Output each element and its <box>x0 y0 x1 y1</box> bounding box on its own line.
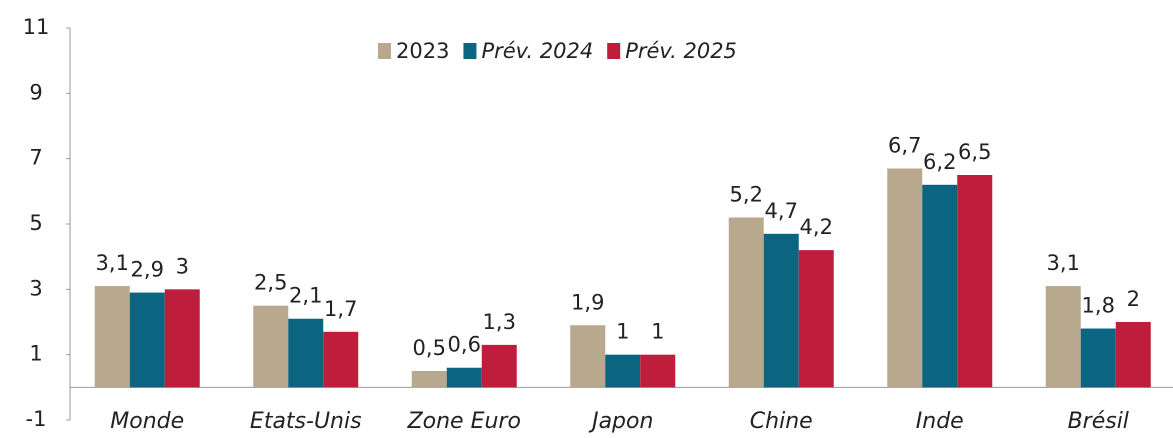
bar <box>957 175 993 388</box>
bar <box>446 367 482 388</box>
bar <box>164 289 200 388</box>
legend-swatch <box>378 43 391 59</box>
data-label: 0,6 <box>448 333 481 357</box>
bar <box>94 286 130 388</box>
bar <box>411 371 447 388</box>
x-tick-label: Japon <box>588 409 653 434</box>
bar <box>288 318 324 388</box>
x-tick-label: Brésil <box>1068 409 1129 434</box>
x-tick-label: Chine <box>750 409 813 434</box>
y-tick-label: 11 <box>23 15 50 39</box>
legend-swatch <box>463 43 477 59</box>
data-label: 2,9 <box>131 258 164 282</box>
bar <box>922 184 958 388</box>
data-label: 2,1 <box>289 284 322 308</box>
legend-label: 2023 <box>396 39 449 63</box>
data-label: 6,7 <box>888 133 921 157</box>
legend-swatch <box>607 43 621 59</box>
bar <box>1045 286 1081 388</box>
bar <box>323 331 359 388</box>
y-tick-label: 7 <box>29 146 42 170</box>
y-tick-label: 5 <box>29 211 42 235</box>
x-tick-label: Etats-Unis <box>250 409 362 434</box>
data-label: 6,2 <box>923 150 956 174</box>
x-tick-label: Inde <box>916 409 964 434</box>
x-tick-label: Monde <box>110 409 184 434</box>
data-label: 0,5 <box>413 336 446 360</box>
bar <box>887 168 923 388</box>
y-tick-label: -1 <box>26 407 47 431</box>
bar <box>253 305 289 388</box>
data-label: 5,2 <box>730 182 763 206</box>
data-label: 4,2 <box>800 215 833 239</box>
bar <box>129 292 165 388</box>
data-label: 2 <box>1127 287 1140 311</box>
y-tick-label: 1 <box>29 342 42 366</box>
data-label: 1,3 <box>483 310 516 334</box>
data-label: 3 <box>176 254 189 278</box>
data-label: 1,7 <box>324 297 357 321</box>
bar <box>1080 328 1116 388</box>
bar <box>798 250 834 388</box>
bar <box>570 325 606 388</box>
bar <box>481 344 517 388</box>
bar <box>1115 322 1151 388</box>
y-tick-label: 9 <box>29 80 42 104</box>
data-label: 4,7 <box>765 199 798 223</box>
bar <box>763 233 799 388</box>
data-label: 3,1 <box>96 251 129 275</box>
data-label: 1,9 <box>571 290 604 314</box>
legend-label: Prév. 2024 <box>481 39 593 63</box>
data-label: 3,1 <box>1047 251 1080 275</box>
y-tick-label: 3 <box>29 276 42 300</box>
bar <box>728 217 764 388</box>
bar <box>640 354 676 388</box>
bar <box>605 354 641 388</box>
data-label: 2,5 <box>254 271 287 295</box>
x-tick-label: Zone Euro <box>407 409 521 434</box>
data-label: 1,8 <box>1082 294 1115 318</box>
data-label: 1 <box>616 320 629 344</box>
data-label: 1 <box>651 320 664 344</box>
data-label: 6,5 <box>958 140 991 164</box>
legend-label: Prév. 2025 <box>625 39 737 63</box>
